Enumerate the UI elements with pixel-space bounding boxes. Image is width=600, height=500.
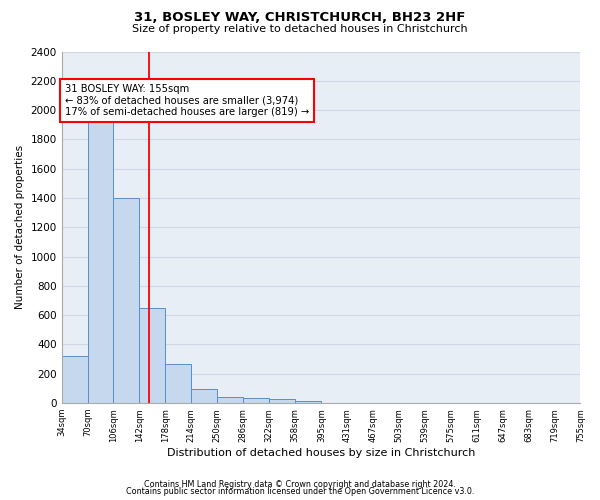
Bar <box>165 364 191 403</box>
Bar <box>62 356 88 403</box>
Bar <box>269 400 295 403</box>
Text: Contains HM Land Registry data © Crown copyright and database right 2024.: Contains HM Land Registry data © Crown c… <box>144 480 456 489</box>
Text: 31, BOSLEY WAY, CHRISTCHURCH, BH23 2HF: 31, BOSLEY WAY, CHRISTCHURCH, BH23 2HF <box>134 11 466 24</box>
Text: Contains public sector information licensed under the Open Government Licence v3: Contains public sector information licen… <box>126 487 474 496</box>
Bar <box>295 401 322 403</box>
Bar <box>217 397 243 403</box>
X-axis label: Distribution of detached houses by size in Christchurch: Distribution of detached houses by size … <box>167 448 475 458</box>
Text: Size of property relative to detached houses in Christchurch: Size of property relative to detached ho… <box>132 24 468 34</box>
Y-axis label: Number of detached properties: Number of detached properties <box>15 145 25 310</box>
Bar <box>113 198 139 403</box>
Text: 31 BOSLEY WAY: 155sqm
← 83% of detached houses are smaller (3,974)
17% of semi-d: 31 BOSLEY WAY: 155sqm ← 83% of detached … <box>65 84 309 117</box>
Bar <box>88 116 113 403</box>
Bar <box>139 308 165 403</box>
Bar <box>243 398 269 403</box>
Bar <box>191 389 217 403</box>
